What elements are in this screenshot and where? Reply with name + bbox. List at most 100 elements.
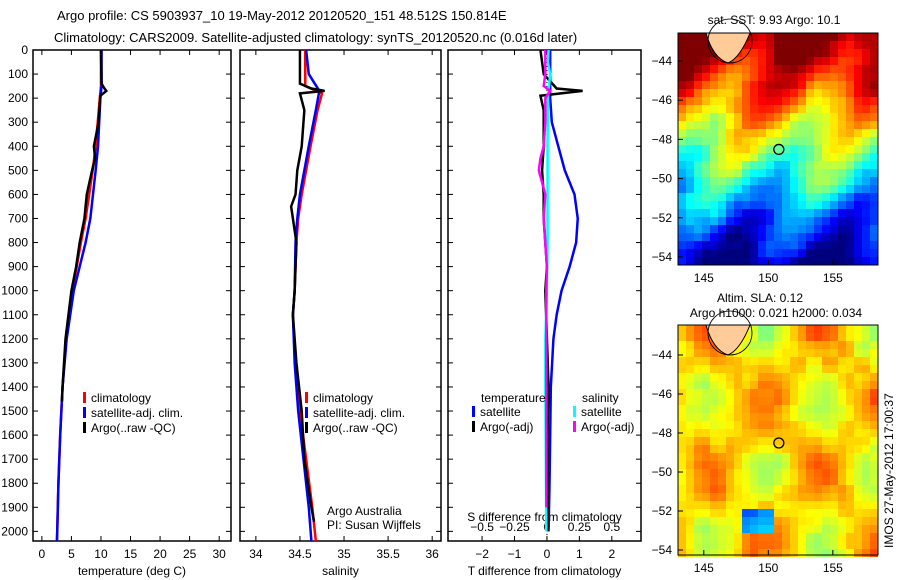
map-cell (814, 381, 822, 389)
y-tick-label: −52 (652, 211, 673, 225)
map-cell (854, 145, 862, 153)
map-cell (822, 169, 830, 177)
map-cell (782, 405, 790, 413)
map-cell (710, 445, 718, 453)
map-cell (750, 341, 758, 349)
map-cell (702, 493, 710, 501)
map-cell (718, 65, 726, 73)
map-cell (830, 453, 838, 461)
map-cell (742, 397, 750, 405)
map-cell (774, 241, 782, 249)
map-cell (854, 445, 862, 453)
map-cell (838, 373, 846, 381)
map-cell (766, 33, 774, 41)
map-cell (814, 429, 822, 437)
map-cell (814, 249, 822, 257)
map-cell (726, 257, 734, 265)
map-cell (870, 541, 878, 549)
map-cell (726, 89, 734, 97)
map-cell (734, 493, 742, 501)
map-cell (710, 365, 718, 373)
map-cell (766, 201, 774, 209)
map-cell (726, 365, 734, 373)
map-cell (870, 437, 878, 445)
map-cell (782, 421, 790, 429)
map-cell (710, 57, 718, 65)
map-cell (870, 549, 878, 557)
map-cell (774, 153, 782, 161)
map-cell (814, 161, 822, 169)
map-cell (750, 365, 758, 373)
map-cell (862, 445, 870, 453)
map-cell (830, 161, 838, 169)
map-cell (862, 145, 870, 153)
map-cell (790, 129, 798, 137)
map-cell (710, 97, 718, 105)
map-cell (782, 453, 790, 461)
map-cell (694, 81, 702, 89)
map-cell (766, 145, 774, 153)
map-cell (718, 73, 726, 81)
map-cell (726, 233, 734, 241)
map-cell (734, 501, 742, 509)
map-cell (742, 381, 750, 389)
map-cell (846, 161, 854, 169)
map-cell (838, 65, 846, 73)
map-cell (702, 169, 710, 177)
x-tick-label: 150 (758, 561, 778, 575)
map-cell (750, 397, 758, 405)
map-cell (838, 325, 846, 333)
map-cell (686, 241, 694, 249)
map-cell (734, 405, 742, 413)
map-cell (726, 509, 734, 517)
map-cell (846, 325, 854, 333)
map-cell (854, 185, 862, 193)
map-cell (830, 501, 838, 509)
map-cell (814, 193, 822, 201)
map-cell (830, 421, 838, 429)
map-cell (814, 209, 822, 217)
map-cell (686, 389, 694, 397)
map-cell (790, 501, 798, 509)
map-cell (710, 437, 718, 445)
map-cell (814, 33, 822, 41)
map-cell (782, 493, 790, 501)
map-cell (766, 437, 774, 445)
map-cell (790, 97, 798, 105)
map-cell (838, 533, 846, 541)
map-cell (718, 201, 726, 209)
map-cell (702, 533, 710, 541)
map-cell (846, 381, 854, 389)
map-cell (702, 89, 710, 97)
map-cell (718, 129, 726, 137)
map-cell (694, 357, 702, 365)
map-cell (846, 397, 854, 405)
map-cell (862, 65, 870, 73)
y-tick-label: −54 (652, 543, 673, 557)
map-cell (798, 509, 806, 517)
map-cell (686, 381, 694, 389)
map-cell (726, 533, 734, 541)
x-tick-label: 36 (426, 547, 440, 561)
map-cell (862, 137, 870, 145)
map-cell (694, 501, 702, 509)
map-cell (686, 185, 694, 193)
map-cell (710, 177, 718, 185)
map-cell (766, 217, 774, 225)
map-cell (710, 65, 718, 73)
map-cell (862, 485, 870, 493)
map-cell (766, 517, 774, 525)
map-cell (854, 501, 862, 509)
map-cell (766, 485, 774, 493)
legend-swatch (472, 406, 475, 417)
map-cell (782, 225, 790, 233)
map-cell (870, 485, 878, 493)
map-cell (718, 241, 726, 249)
map-cell (830, 97, 838, 105)
map-cell (678, 249, 686, 257)
map-cell (726, 381, 734, 389)
map-cell (862, 89, 870, 97)
map-cell (774, 413, 782, 421)
map-cell (774, 73, 782, 81)
map-cell (702, 349, 710, 357)
